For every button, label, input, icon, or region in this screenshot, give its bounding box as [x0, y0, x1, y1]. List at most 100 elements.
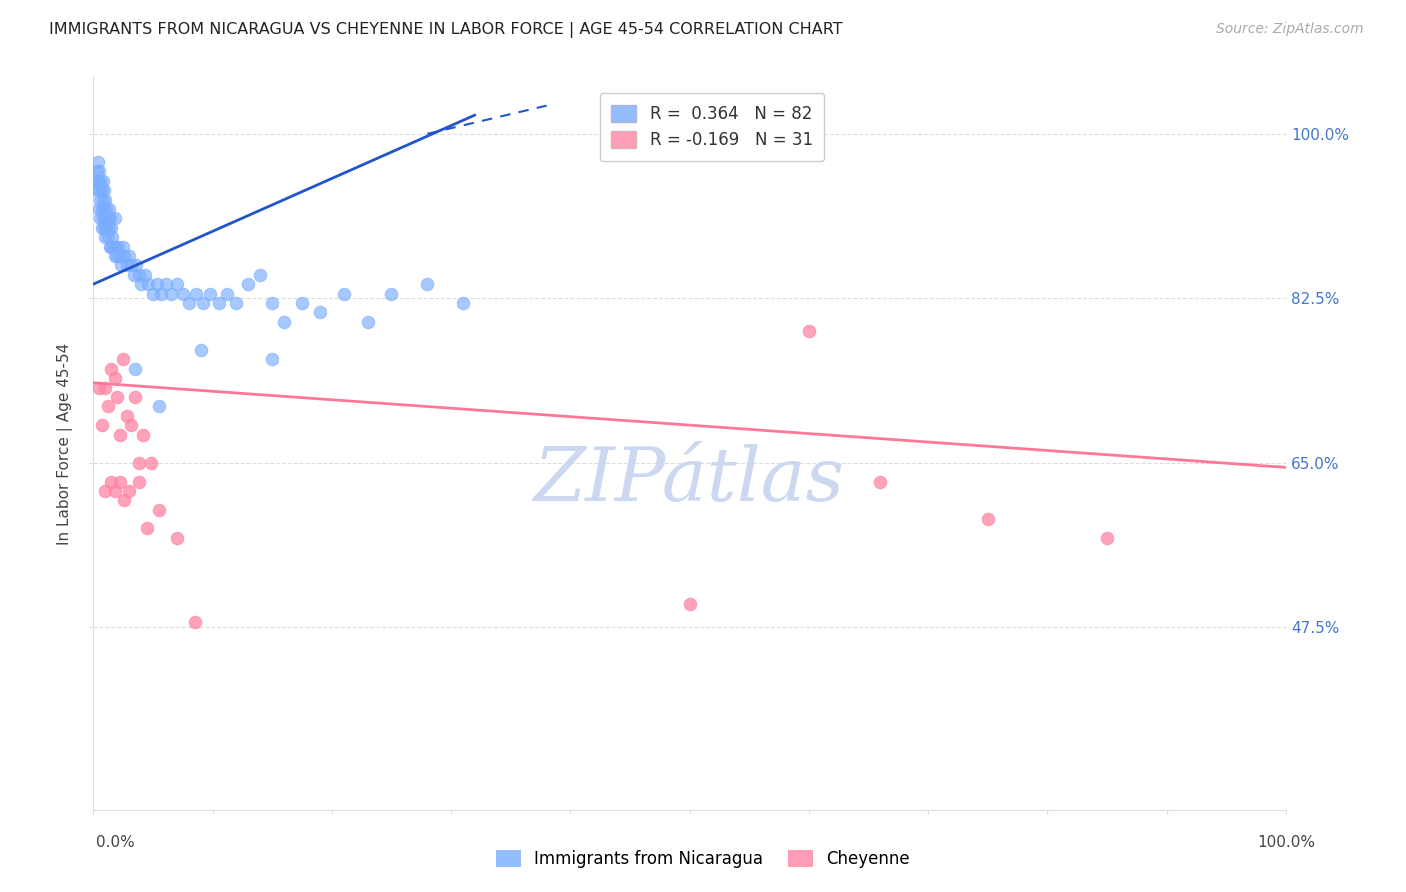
Point — [94, 230, 117, 244]
Point — [89, 183, 111, 197]
Point — [90, 202, 112, 216]
Point — [91, 174, 114, 188]
Point — [97, 230, 120, 244]
Point — [125, 259, 148, 273]
Point — [86, 164, 108, 178]
Point — [104, 483, 127, 498]
Point — [129, 277, 152, 292]
Point — [87, 155, 110, 169]
Point — [166, 277, 188, 292]
Point — [98, 211, 121, 226]
Point — [262, 352, 284, 367]
Point — [90, 183, 112, 197]
Point — [89, 380, 111, 394]
Point — [118, 483, 141, 498]
Point — [101, 230, 124, 244]
Point — [380, 286, 402, 301]
Point — [98, 239, 121, 253]
Point — [104, 371, 127, 385]
Point — [356, 315, 378, 329]
Point — [100, 361, 122, 376]
Point — [124, 390, 146, 404]
Point — [148, 502, 170, 516]
Point — [107, 239, 129, 253]
Point — [124, 361, 146, 376]
Point — [1095, 531, 1118, 545]
Point — [145, 277, 167, 292]
Point — [100, 239, 122, 253]
Point — [128, 456, 150, 470]
Point — [103, 239, 125, 253]
Y-axis label: In Labor Force | Age 45-54: In Labor Force | Age 45-54 — [58, 343, 73, 545]
Point — [416, 277, 439, 292]
Point — [97, 220, 120, 235]
Point — [97, 400, 120, 414]
Point — [96, 202, 118, 216]
Point — [249, 268, 271, 282]
Point — [121, 418, 143, 433]
Point — [177, 296, 200, 310]
Point — [678, 597, 700, 611]
Legend: R =  0.364   N = 82, R = -0.169   N = 31: R = 0.364 N = 82, R = -0.169 N = 31 — [599, 93, 824, 161]
Point — [122, 268, 145, 282]
Point — [105, 390, 128, 404]
Legend: Immigrants from Nicaragua, Cheyenne: Immigrants from Nicaragua, Cheyenne — [489, 843, 917, 875]
Point — [89, 193, 111, 207]
Point — [86, 183, 108, 197]
Point — [97, 202, 120, 216]
Point — [166, 531, 188, 545]
Point — [155, 277, 177, 292]
Point — [136, 521, 159, 535]
Point — [139, 456, 162, 470]
Point — [91, 193, 114, 207]
Point — [128, 268, 150, 282]
Text: IMMIGRANTS FROM NICARAGUA VS CHEYENNE IN LABOR FORCE | AGE 45-54 CORRELATION CHA: IMMIGRANTS FROM NICARAGUA VS CHEYENNE IN… — [49, 22, 842, 38]
Point — [87, 174, 110, 188]
Point — [105, 249, 128, 263]
Point — [309, 305, 332, 319]
Point — [89, 164, 111, 178]
Point — [94, 211, 117, 226]
Point — [238, 277, 260, 292]
Point — [200, 286, 222, 301]
Point — [797, 324, 820, 338]
Point — [89, 174, 111, 188]
Point — [333, 286, 356, 301]
Point — [148, 400, 170, 414]
Point — [112, 239, 135, 253]
Point — [96, 220, 118, 235]
Point — [869, 475, 891, 489]
Point — [108, 475, 131, 489]
Point — [90, 220, 112, 235]
Point — [128, 475, 150, 489]
Point — [132, 427, 155, 442]
Point — [108, 249, 131, 263]
Point — [183, 615, 205, 630]
Point — [94, 483, 117, 498]
Point — [121, 259, 143, 273]
Point — [84, 174, 107, 188]
Point — [94, 380, 117, 394]
Point — [112, 493, 135, 508]
Text: ZIPátlas: ZIPátlas — [534, 444, 845, 516]
Point — [104, 239, 127, 253]
Point — [451, 296, 474, 310]
Point — [104, 249, 127, 263]
Point — [207, 296, 229, 310]
Point — [291, 296, 314, 310]
Point — [112, 352, 135, 367]
Point — [89, 202, 111, 216]
Point — [108, 427, 131, 442]
Point — [93, 202, 115, 216]
Point — [110, 259, 132, 273]
Point — [142, 286, 165, 301]
Point — [215, 286, 238, 301]
Text: 0.0%: 0.0% — [96, 836, 135, 850]
Point — [190, 343, 212, 357]
Text: Source: ZipAtlas.com: Source: ZipAtlas.com — [1216, 22, 1364, 37]
Point — [90, 418, 112, 433]
Point — [100, 220, 122, 235]
Point — [977, 512, 1000, 526]
Point — [89, 211, 111, 226]
Point — [225, 296, 247, 310]
